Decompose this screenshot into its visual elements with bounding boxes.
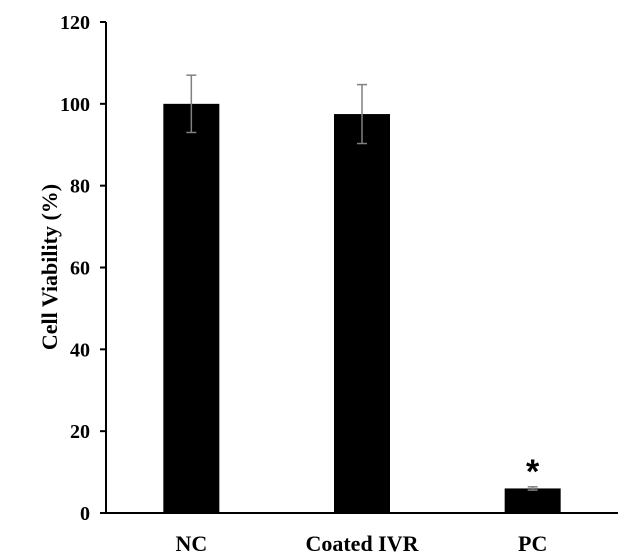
y-tick-label: 60 <box>70 258 90 280</box>
x-category-label: NC <box>175 531 207 556</box>
bars <box>163 103 561 513</box>
labels: 0 20 40 60 80 100 120 NC Coated IVR PC <box>60 12 547 556</box>
y-tick-label: 80 <box>70 176 90 198</box>
annotations: * <box>526 453 540 491</box>
y-tick-label: 0 <box>80 503 90 525</box>
x-category-label: Coated IVR <box>305 531 419 556</box>
bar-pc <box>504 488 561 513</box>
y-tick-label: 40 <box>70 339 90 361</box>
y-tick-label: 20 <box>70 421 90 443</box>
bar-coated-ivr <box>334 114 390 513</box>
y-tick-label: 100 <box>60 94 90 116</box>
bar-nc <box>163 103 220 513</box>
x-category-label: PC <box>518 531 547 556</box>
y-tick-label: 120 <box>60 12 90 34</box>
error-bars <box>186 74 538 491</box>
y-axis-title: Cell Viability (%) <box>37 184 62 350</box>
significance-marker: * <box>526 453 540 491</box>
